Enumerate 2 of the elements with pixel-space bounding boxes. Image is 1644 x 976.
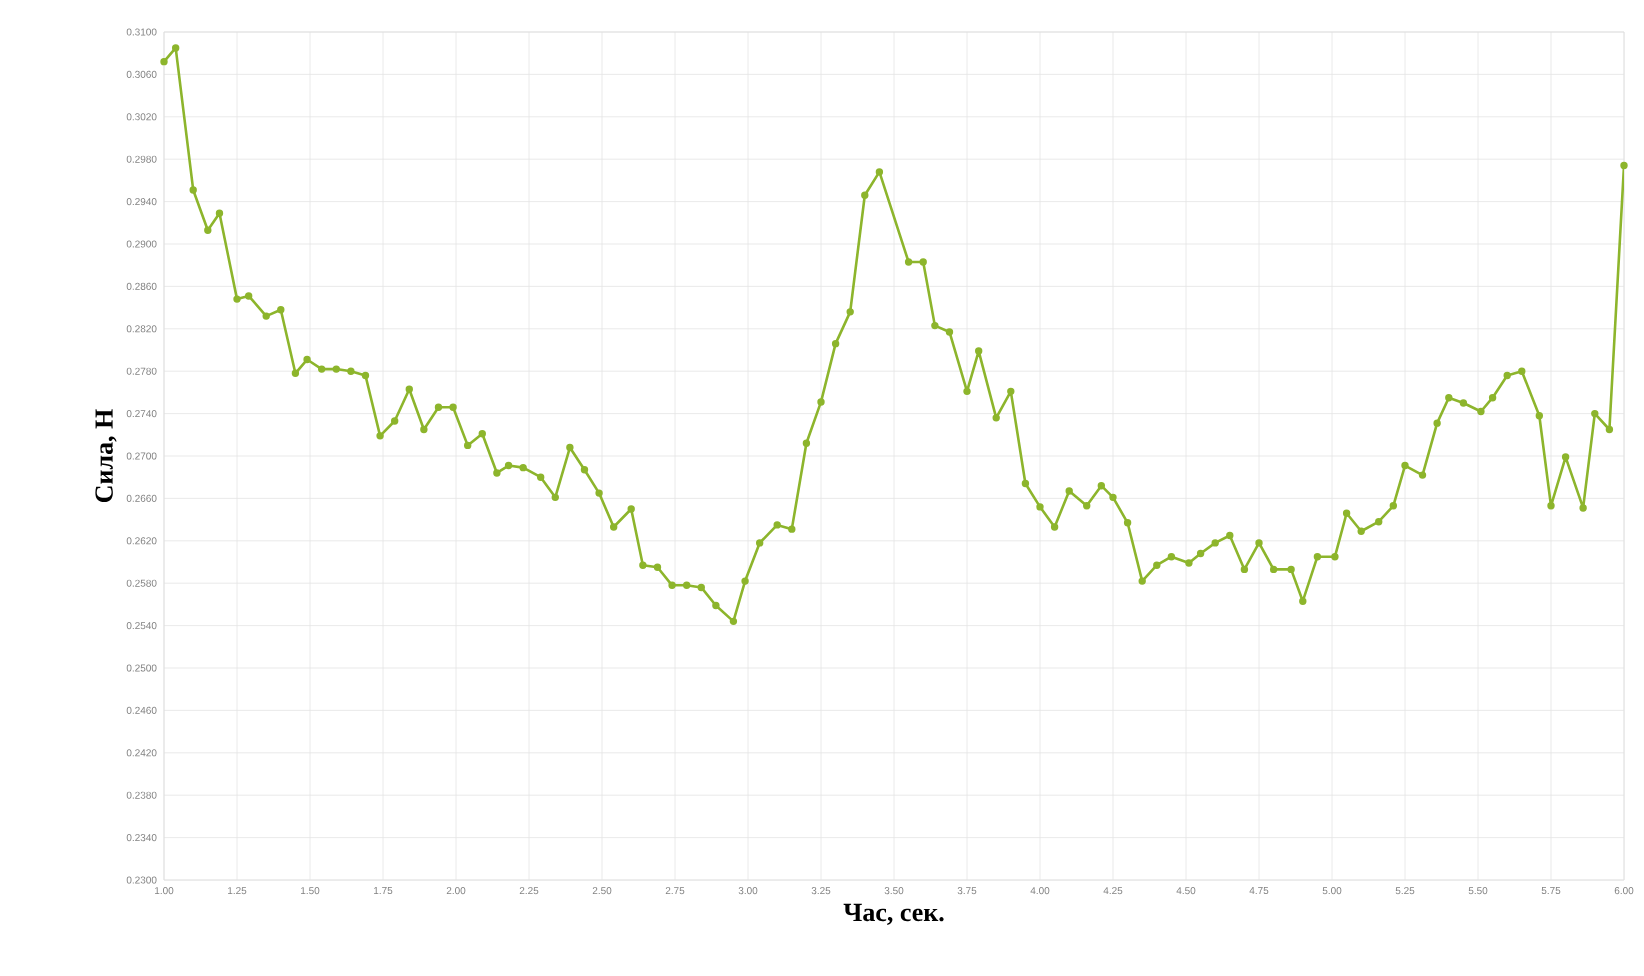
x-axis-title: Час, сек.: [843, 903, 944, 925]
y-axis-title: Сила, Н: [95, 409, 117, 503]
